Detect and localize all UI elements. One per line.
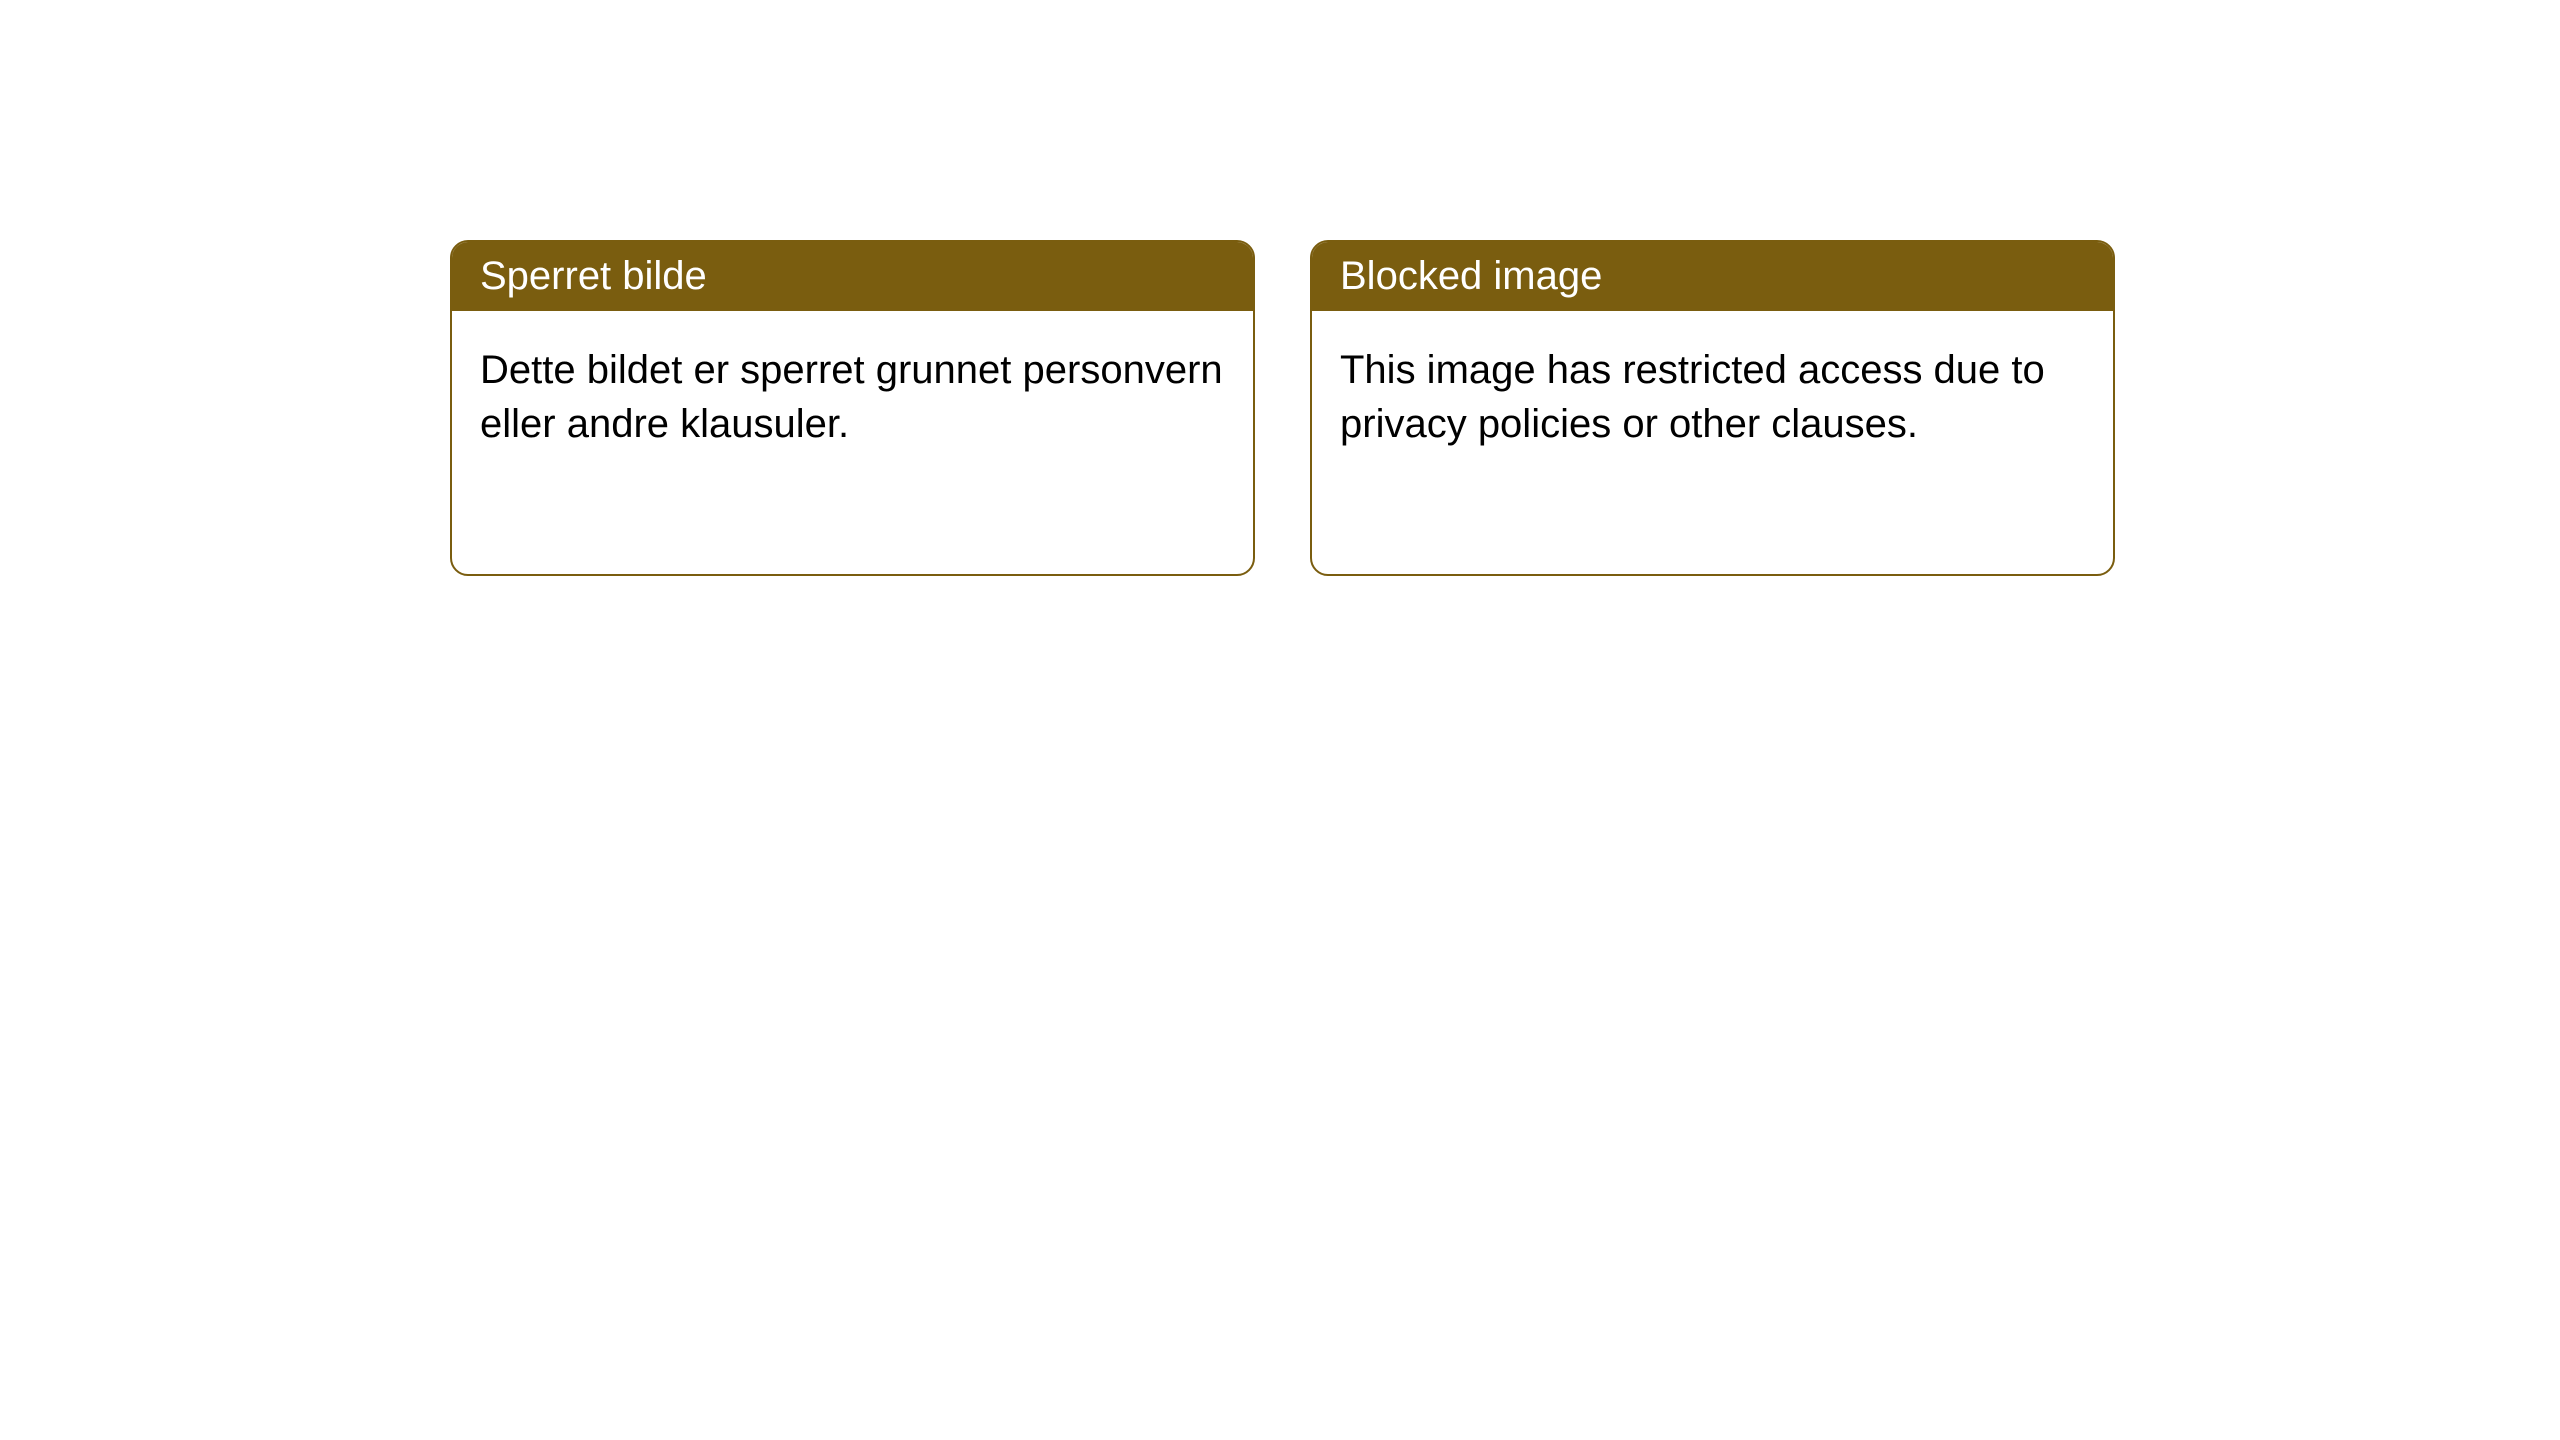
card-header: Blocked image	[1312, 242, 2113, 311]
card-title: Sperret bilde	[480, 254, 707, 298]
card-norwegian: Sperret bilde Dette bildet er sperret gr…	[450, 240, 1255, 576]
cards-container: Sperret bilde Dette bildet er sperret gr…	[450, 240, 2560, 576]
card-message: This image has restricted access due to …	[1340, 348, 2045, 446]
card-header: Sperret bilde	[452, 242, 1253, 311]
card-message: Dette bildet er sperret grunnet personve…	[480, 348, 1223, 446]
card-title: Blocked image	[1340, 254, 1602, 298]
card-english: Blocked image This image has restricted …	[1310, 240, 2115, 576]
card-body: Dette bildet er sperret grunnet personve…	[452, 311, 1253, 483]
card-body: This image has restricted access due to …	[1312, 311, 2113, 483]
